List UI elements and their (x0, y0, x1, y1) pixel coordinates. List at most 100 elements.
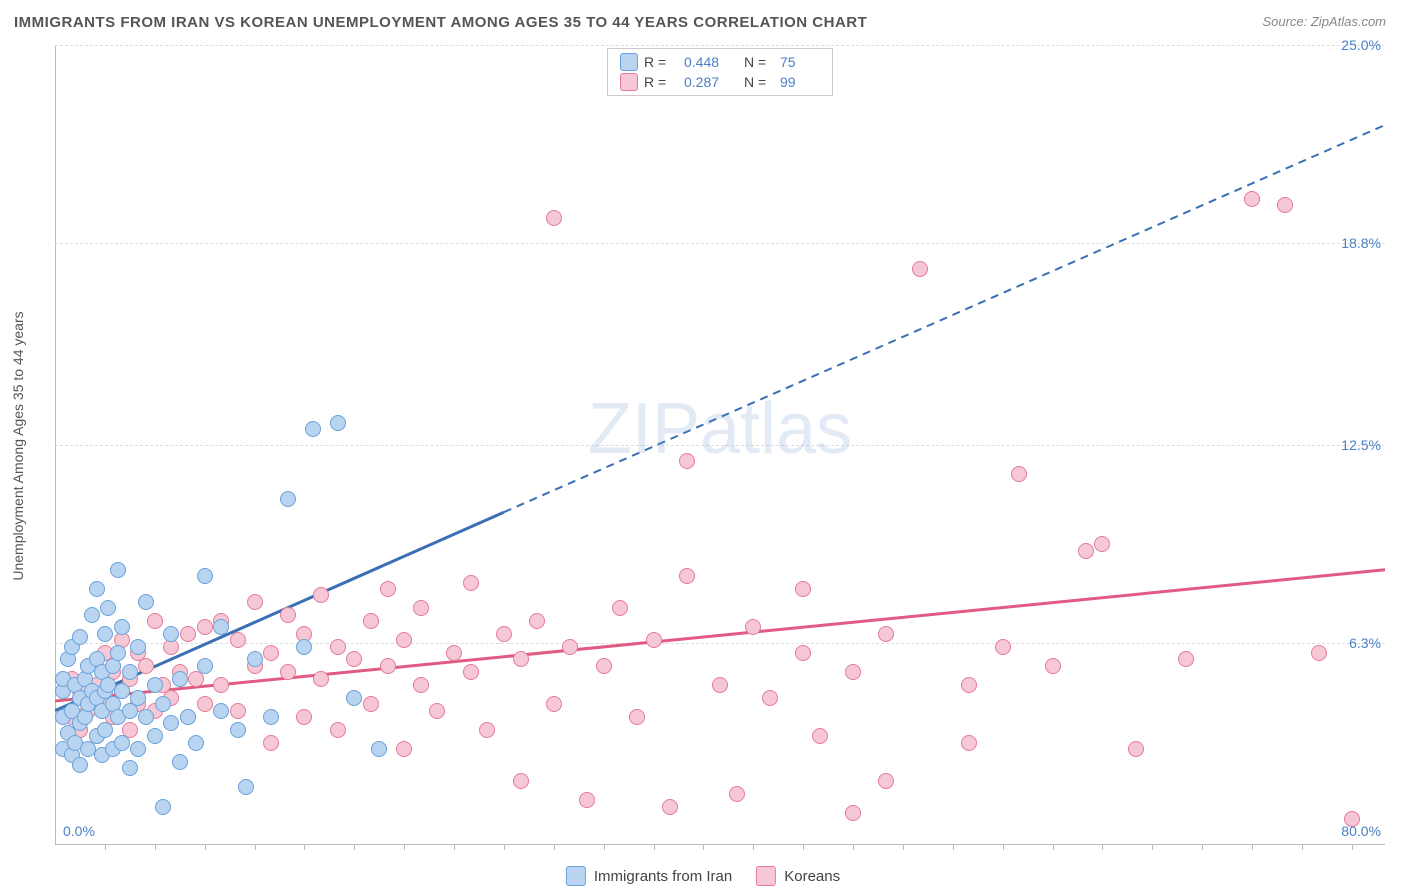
legend-item-iran: Immigrants from Iran (566, 866, 732, 886)
data-point-korean (646, 632, 662, 648)
data-point-korean (496, 626, 512, 642)
data-point-iran (155, 696, 171, 712)
data-point-korean (247, 594, 263, 610)
data-point-korean (612, 600, 628, 616)
data-point-korean (280, 607, 296, 623)
data-point-korean (363, 696, 379, 712)
n-value-iran: 75 (780, 54, 820, 70)
data-point-korean (546, 696, 562, 712)
legend-item-korean: Koreans (756, 866, 840, 886)
n-label: N = (744, 74, 780, 90)
data-point-korean (662, 799, 678, 815)
data-point-iran (130, 741, 146, 757)
data-point-iran (114, 619, 130, 635)
data-point-korean (795, 581, 811, 597)
watermark-text: ZIPatlas (588, 388, 852, 470)
data-point-korean (330, 722, 346, 738)
data-point-iran (163, 626, 179, 642)
legend-label-korean: Koreans (784, 868, 840, 885)
data-point-iran (213, 703, 229, 719)
data-point-iran (238, 779, 254, 795)
r-value-korean: 0.287 (684, 74, 744, 90)
data-point-korean (629, 709, 645, 725)
data-point-iran (213, 619, 229, 635)
data-point-korean (1277, 197, 1293, 213)
data-point-korean (363, 613, 379, 629)
data-point-korean (330, 639, 346, 655)
data-point-korean (1094, 536, 1110, 552)
data-point-korean (463, 575, 479, 591)
data-point-iran (280, 491, 296, 507)
correlation-legend: R = 0.448 N = 75 R = 0.287 N = 99 (607, 48, 833, 96)
data-point-korean (961, 735, 977, 751)
data-point-korean (413, 677, 429, 693)
data-point-korean (147, 613, 163, 629)
data-point-iran (296, 639, 312, 655)
data-point-korean (529, 613, 545, 629)
data-point-iran (122, 664, 138, 680)
data-point-korean (679, 568, 695, 584)
x-min-label: 0.0% (63, 823, 95, 839)
source-attribution: Source: ZipAtlas.com (1262, 14, 1386, 29)
data-point-korean (845, 805, 861, 821)
data-point-korean (729, 786, 745, 802)
data-point-korean (712, 677, 728, 693)
data-point-korean (263, 735, 279, 751)
data-point-korean (745, 619, 761, 635)
data-point-iran (155, 799, 171, 815)
data-point-iran (138, 594, 154, 610)
data-point-iran (130, 690, 146, 706)
data-point-korean (479, 722, 495, 738)
y-tick-label: 25.0% (1341, 37, 1381, 53)
data-point-korean (138, 658, 154, 674)
data-point-korean (579, 792, 595, 808)
data-point-korean (197, 619, 213, 635)
data-point-korean (762, 690, 778, 706)
y-tick-label: 6.3% (1349, 635, 1381, 651)
data-point-iran (230, 722, 246, 738)
data-point-iran (100, 600, 116, 616)
data-point-korean (1244, 191, 1260, 207)
data-point-iran (114, 683, 130, 699)
data-point-korean (413, 600, 429, 616)
data-point-iran (197, 658, 213, 674)
legend-swatch-korean (620, 73, 638, 91)
data-point-korean (1045, 658, 1061, 674)
y-tick-label: 12.5% (1341, 437, 1381, 453)
data-point-korean (1011, 466, 1027, 482)
data-point-korean (1311, 645, 1327, 661)
plot-area: ZIPatlas R = 0.448 N = 75 R = 0.287 N = … (55, 45, 1385, 845)
data-point-korean (380, 581, 396, 597)
data-point-iran (110, 562, 126, 578)
data-point-korean (878, 626, 894, 642)
data-point-korean (396, 741, 412, 757)
y-tick-label: 18.8% (1341, 235, 1381, 251)
data-point-korean (995, 639, 1011, 655)
data-point-iran (371, 741, 387, 757)
data-point-iran (330, 415, 346, 431)
data-point-korean (679, 453, 695, 469)
data-point-korean (313, 671, 329, 687)
data-point-korean (180, 626, 196, 642)
x-max-label: 80.0% (1341, 823, 1381, 839)
data-point-korean (961, 677, 977, 693)
data-point-korean (513, 651, 529, 667)
data-point-iran (130, 639, 146, 655)
data-point-korean (230, 703, 246, 719)
data-point-iran (305, 421, 321, 437)
data-point-iran (163, 715, 179, 731)
legend-swatch-korean (756, 866, 776, 886)
data-point-korean (845, 664, 861, 680)
data-point-korean (562, 639, 578, 655)
data-point-iran (84, 607, 100, 623)
data-point-korean (446, 645, 462, 661)
data-point-iran (172, 671, 188, 687)
data-point-korean (812, 728, 828, 744)
data-point-iran (346, 690, 362, 706)
data-point-iran (197, 568, 213, 584)
data-point-korean (795, 645, 811, 661)
data-point-iran (72, 757, 88, 773)
legend-label-iran: Immigrants from Iran (594, 868, 732, 885)
data-point-iran (72, 629, 88, 645)
data-point-korean (396, 632, 412, 648)
